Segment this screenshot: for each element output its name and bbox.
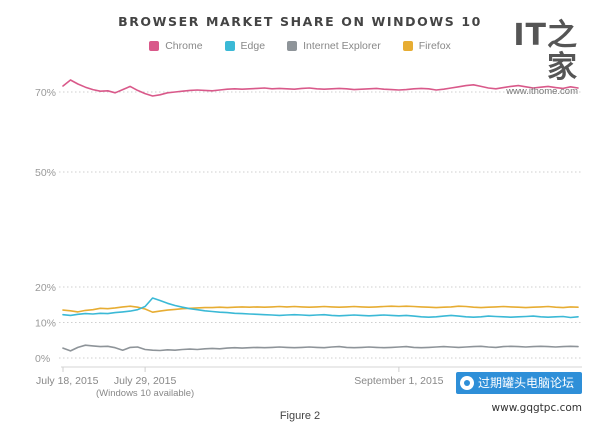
x-tick-label: July 18, 2015 [36, 375, 99, 387]
legend-label-edge: Edge [240, 40, 266, 52]
legend-item-chrome: Chrome [149, 40, 203, 52]
y-tick-label: 20% [35, 282, 56, 294]
legend-label-chrome: Chrome [165, 40, 203, 52]
y-tick-label: 10% [35, 318, 56, 330]
y-tick-label: 0% [35, 353, 50, 365]
x-tick-label: July 29, 2015 [114, 375, 177, 387]
watermark-label: 过期罐头电脑论坛 [478, 376, 575, 390]
legend-swatch-firefox [402, 41, 413, 51]
watermark-url: www.gqgtpc.com [491, 402, 582, 414]
legend-item-edge: Edge [224, 40, 266, 52]
ithome-logo: IT之家 www.ithome.com [486, 18, 578, 98]
y-tick-label: 70% [35, 87, 56, 99]
legend-swatch-chrome [149, 41, 160, 51]
legend-swatch-edge [224, 41, 235, 51]
legend-label-firefox: Firefox [418, 40, 451, 52]
x-tick-label: September 1, 2015 [354, 375, 443, 387]
x-tick-sublabel: (Windows 10 available) [96, 388, 194, 399]
watermark-badge: 过期罐头电脑论坛 [456, 372, 582, 394]
series-line-edge [62, 297, 579, 319]
y-tick-label: 50% [35, 167, 56, 179]
series-line-chrome [62, 79, 579, 97]
legend-swatch-internet-explorer [287, 41, 298, 51]
legend-item-internet-explorer: Internet Explorer [287, 40, 381, 52]
chart-title: BROWSER MARKET SHARE ON WINDOWS 10 [118, 14, 482, 29]
series-line-internet-explorer [62, 344, 579, 352]
logo-url: www.ithome.com [506, 86, 578, 97]
logo-mark: IT之家 [513, 18, 578, 85]
legend: Chrome Edge Internet Explorer Firefox [0, 40, 600, 52]
series-line-firefox [62, 305, 579, 314]
figure-caption: Figure 2 [279, 410, 321, 422]
legend-label-internet-explorer: Internet Explorer [303, 40, 381, 52]
forum-watermark: 过期罐头电脑论坛 www.gqgtpc.com [456, 372, 582, 420]
legend-item-firefox: Firefox [402, 40, 451, 52]
watermark-logo-icon [460, 376, 474, 390]
